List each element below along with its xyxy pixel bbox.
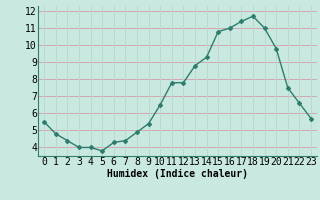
X-axis label: Humidex (Indice chaleur): Humidex (Indice chaleur) [107, 169, 248, 179]
